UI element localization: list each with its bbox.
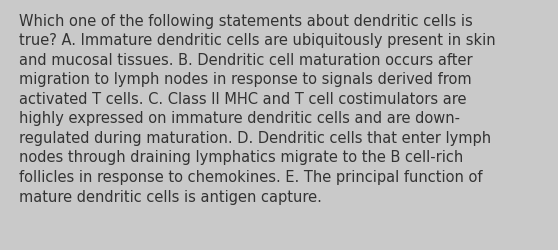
Text: Which one of the following statements about dendritic cells is
true? A. Immature: Which one of the following statements ab… <box>19 14 496 204</box>
